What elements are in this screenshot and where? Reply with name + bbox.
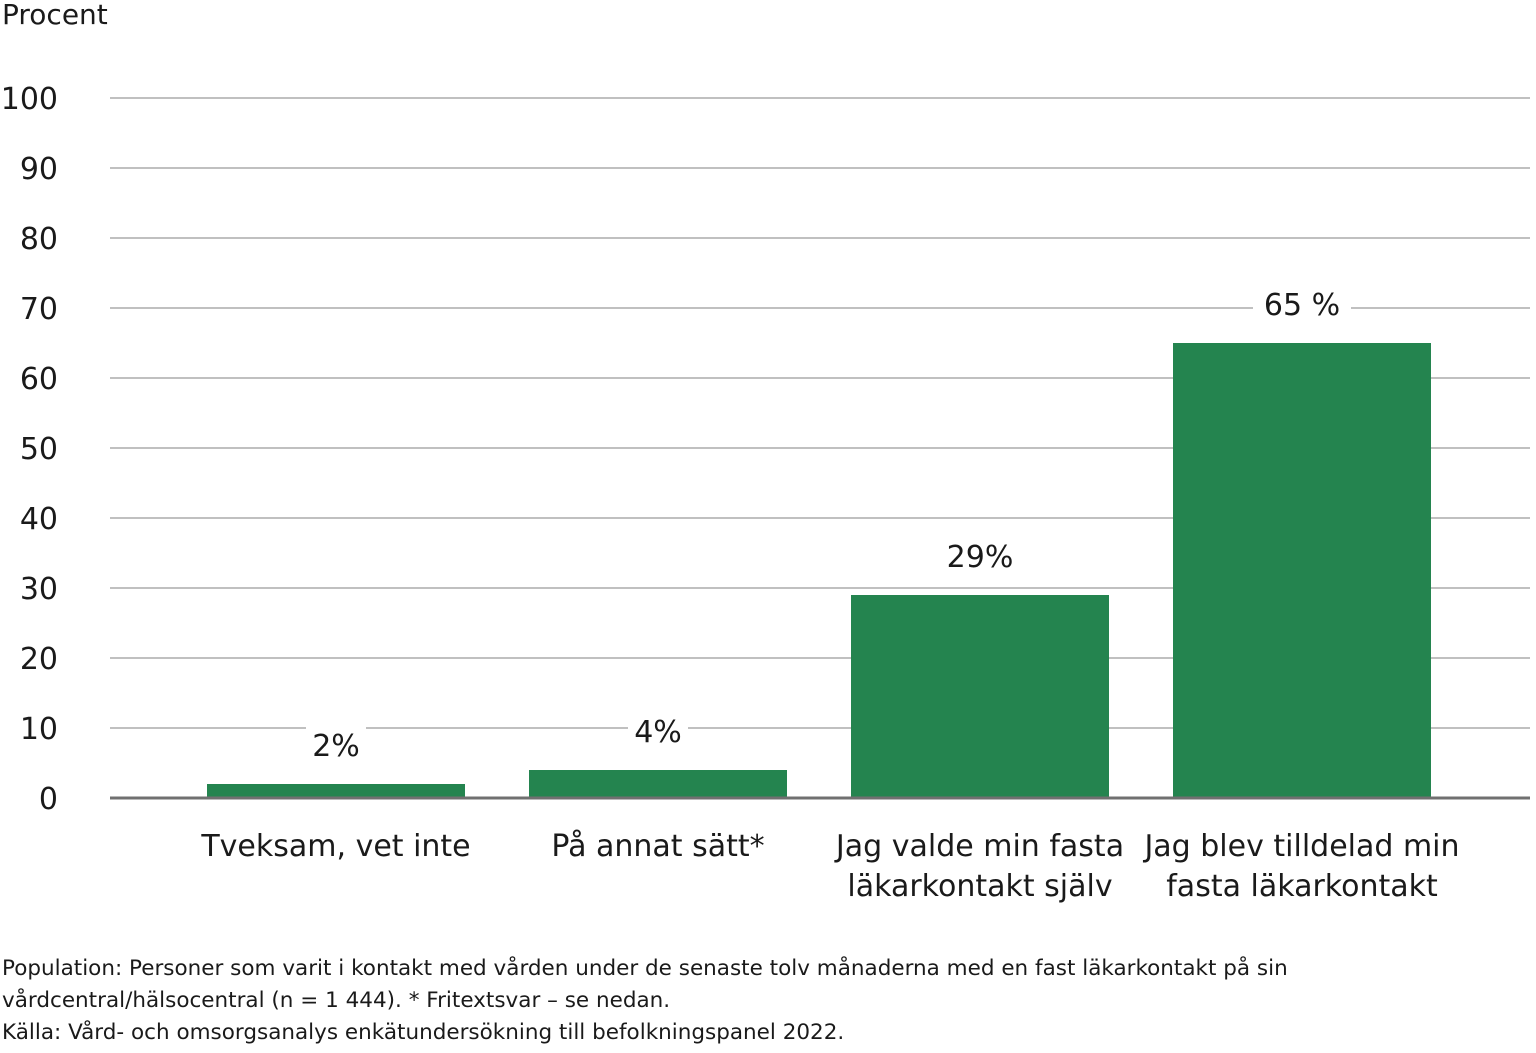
data-label-background (628, 712, 688, 752)
data-label-background (306, 726, 366, 766)
y-tick-label: 40 (20, 502, 58, 537)
bar (207, 784, 465, 798)
category-labels: Tveksam, vet inte På annat sätt* Jag valde… (200, 829, 1459, 904)
bar (1173, 343, 1431, 798)
data-label: 29% (947, 540, 1014, 575)
y-tick-label: 70 (20, 292, 58, 327)
y-tick-label: 80 (20, 222, 58, 257)
y-tick-label: 20 (20, 642, 58, 677)
population-note-line2: vårdcentral/hälsocentral (n = 1 444). * … (2, 988, 671, 1013)
category-label: På annat sätt* (551, 829, 764, 864)
y-tick-labels: 0 10 20 30 40 50 60 70 80 90 100 (1, 82, 58, 817)
bars (207, 343, 1431, 798)
category-label: Tveksam, vet inte (200, 829, 470, 864)
data-label-background (1253, 285, 1351, 325)
bar (529, 770, 787, 798)
y-tick-label: 50 (20, 432, 58, 467)
y-tick-label: 60 (20, 362, 58, 397)
category-label: Jag blev tilldelad min (1142, 829, 1459, 864)
data-label: 2% (312, 729, 360, 764)
gridlines (110, 97, 1530, 729)
y-tick-label: 0 (39, 782, 58, 817)
category-label: fasta läkarkontakt (1166, 869, 1438, 904)
data-label: 4% (634, 715, 682, 750)
population-note-line1: Population: Personer som varit i kontakt… (2, 956, 1288, 981)
y-tick-label: 100 (1, 82, 58, 117)
y-axis-label: Procent (2, 0, 108, 31)
y-tick-label: 10 (20, 712, 58, 747)
data-labels: 2% 4% 29% 65 % (306, 285, 1351, 766)
category-label: Jag valde min fasta (834, 829, 1124, 864)
data-label: 65 % (1264, 288, 1340, 323)
y-tick-label: 30 (20, 572, 58, 607)
y-tick-label: 90 (20, 152, 58, 187)
data-label-background (940, 537, 1020, 577)
source-note: Källa: Vård- och omsorgsanalys enkätunde… (2, 1020, 845, 1045)
bar (851, 595, 1109, 798)
category-label: läkarkontakt själv (847, 869, 1112, 904)
